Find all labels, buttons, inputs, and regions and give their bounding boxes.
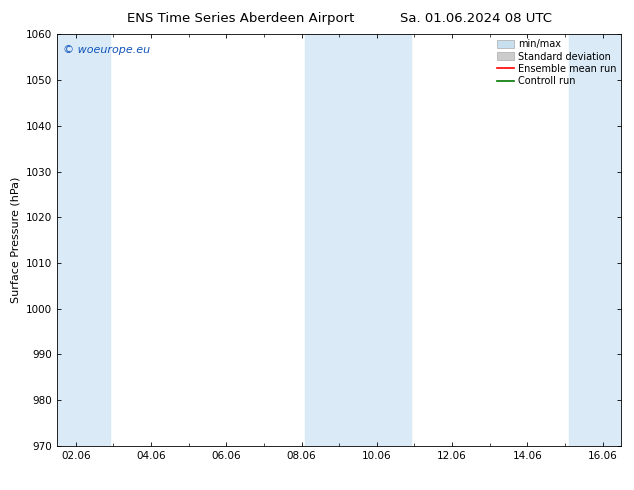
Bar [306, 34, 411, 446]
Text: Sa. 01.06.2024 08 UTC: Sa. 01.06.2024 08 UTC [399, 12, 552, 25]
Bar [569, 34, 621, 446]
Y-axis label: Surface Pressure (hPa): Surface Pressure (hPa) [10, 177, 20, 303]
Text: ENS Time Series Aberdeen Airport: ENS Time Series Aberdeen Airport [127, 12, 354, 25]
Bar [57, 34, 110, 446]
Legend: min/max, Standard deviation, Ensemble mean run, Controll run: min/max, Standard deviation, Ensemble me… [494, 36, 619, 89]
Text: © woeurope.eu: © woeurope.eu [63, 45, 150, 54]
